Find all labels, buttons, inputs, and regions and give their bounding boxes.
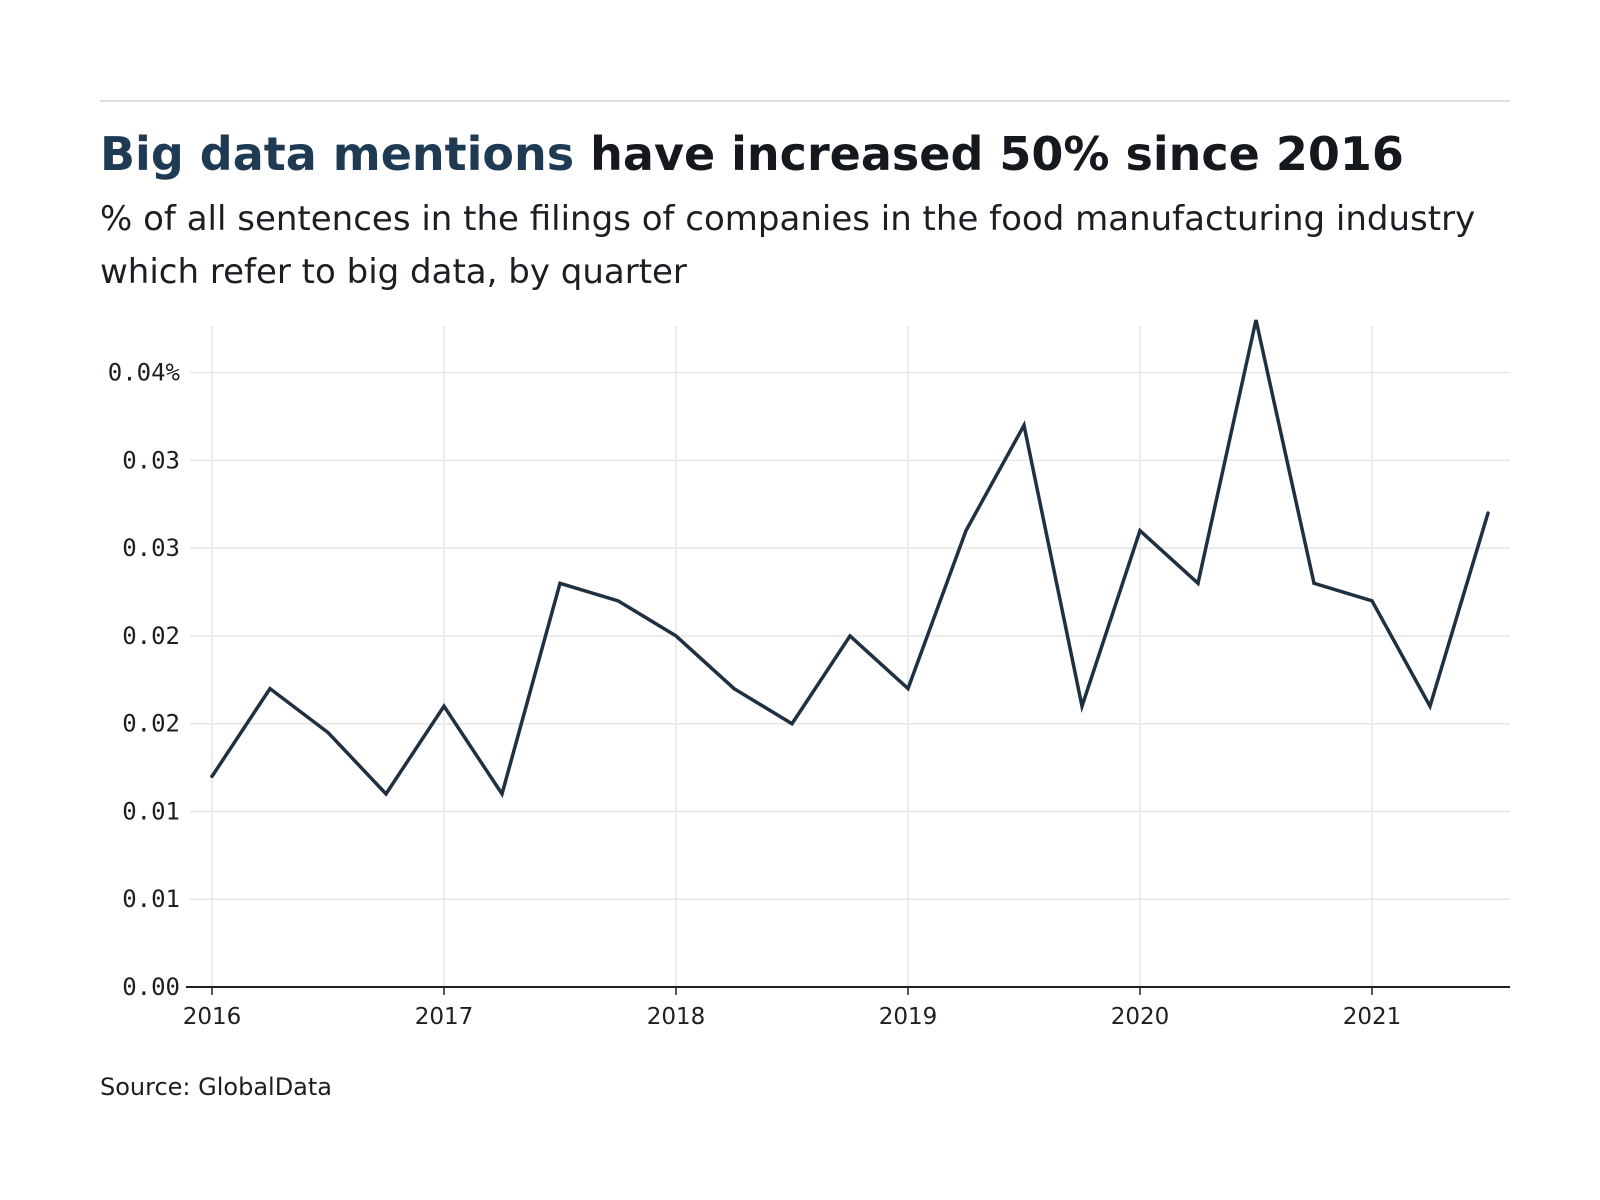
x-tick-label: 2020 xyxy=(1111,1004,1170,1030)
data-point xyxy=(1080,704,1084,708)
data-point xyxy=(790,722,794,726)
data-point xyxy=(1138,529,1142,533)
chart-title: Big data mentions have increased 50% sin… xyxy=(100,122,1520,186)
y-tick-label: 0.01 xyxy=(122,885,180,913)
source-note: Source: GlobalData xyxy=(100,1073,333,1101)
data-point xyxy=(674,634,678,638)
data-point xyxy=(732,687,736,691)
x-tick-label: 2018 xyxy=(647,1004,706,1030)
chart-subtitle: % of all sentences in the filings of com… xyxy=(100,199,1476,292)
data-point xyxy=(848,634,852,638)
y-tick-label: 0.04% xyxy=(108,359,181,387)
y-tick-label: 0.03 xyxy=(122,446,180,474)
data-point xyxy=(326,730,330,734)
data-point xyxy=(1370,599,1374,603)
data-point xyxy=(1428,704,1432,708)
data-point xyxy=(1022,423,1026,427)
data-point xyxy=(1486,511,1490,515)
x-tick-label: 2017 xyxy=(415,1004,474,1030)
data-point xyxy=(906,687,910,691)
title-highlight: Big data mentions xyxy=(100,127,575,181)
data-point xyxy=(1254,318,1258,322)
data-point xyxy=(500,792,504,796)
series-line xyxy=(210,319,1490,799)
data-point xyxy=(442,704,446,708)
y-tick-label: 0.02 xyxy=(122,710,180,738)
data-point xyxy=(384,792,388,796)
x-tick-label: 2016 xyxy=(183,1004,242,1030)
y-tick-label: 0.03 xyxy=(122,534,180,562)
y-tick-label: 0.00 xyxy=(122,973,180,1001)
data-point xyxy=(210,774,214,778)
data-point xyxy=(616,599,620,603)
top-divider xyxy=(100,100,1510,102)
y-tick-label: 0.01 xyxy=(122,797,180,825)
y-tick-label: 0.02 xyxy=(122,622,180,650)
title-rest: have increased 50% since 2016 xyxy=(574,127,1404,181)
data-point xyxy=(558,581,562,585)
x-tick-label: 2019 xyxy=(879,1004,938,1030)
x-tick-label: 2021 xyxy=(1343,1004,1402,1030)
data-point xyxy=(1196,581,1200,585)
data-point xyxy=(1312,581,1316,585)
data-point xyxy=(268,687,272,691)
data-point xyxy=(964,529,968,533)
